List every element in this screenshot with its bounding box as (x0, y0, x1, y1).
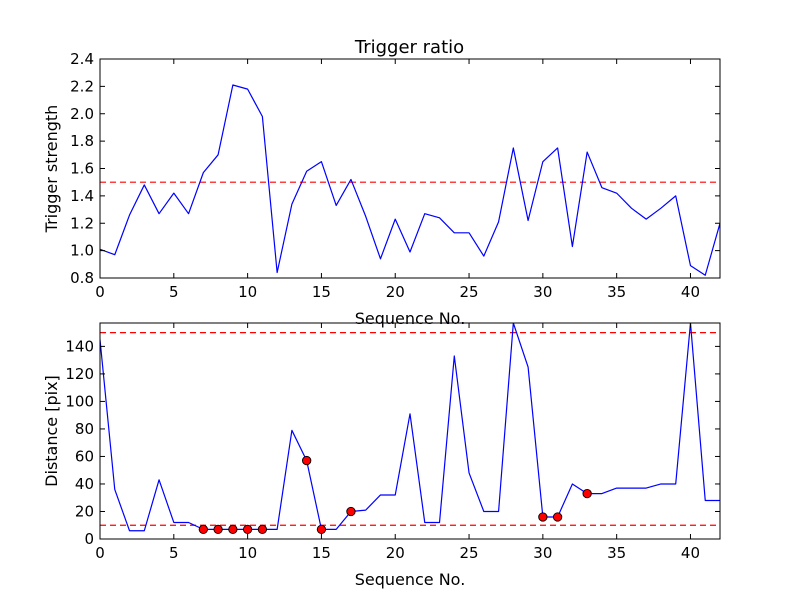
distance-y-tick-label: 80 (75, 420, 94, 438)
distance-x-tick-label: 30 (533, 544, 552, 562)
trigger-y-tick-label: 2.4 (70, 50, 94, 68)
trigger-x-tick-label: 0 (95, 283, 105, 301)
distance-x-tick-label: 40 (681, 544, 700, 562)
distance-marker-point (302, 455, 312, 466)
distance-marker-point (316, 524, 327, 535)
trigger-y-tick-label: 0.8 (70, 269, 94, 287)
distance-x-tick-label: 5 (169, 544, 179, 562)
trigger-x-tick-label: 35 (607, 283, 626, 301)
distance-marker-point (257, 524, 268, 535)
trigger-y-tick-label: 1.4 (70, 187, 94, 205)
trigger-y-tick-label: 1.6 (70, 160, 94, 178)
distance-y-tick-label: 120 (65, 365, 94, 383)
trigger-x-tick-label: 40 (681, 283, 700, 301)
chart-title: Trigger ratio (354, 37, 464, 58)
trigger-x-axis-label: Sequence No. (355, 309, 466, 328)
distance-marker-point (228, 524, 238, 535)
trigger-x-tick-label: 20 (386, 283, 405, 301)
trigger-x-tick-label: 5 (169, 283, 179, 301)
distance-marker-point (538, 512, 548, 522)
distance-y-tick-label: 60 (75, 447, 94, 465)
trigger-y-tick-label: 1.0 (70, 242, 94, 260)
trigger-x-tick-label: 15 (312, 283, 331, 301)
distance-marker-point (198, 524, 208, 535)
distance-y-tick-label: 20 (75, 502, 94, 520)
distance-x-tick-label: 10 (238, 544, 257, 562)
trigger-y-tick-label: 2.2 (70, 77, 94, 95)
distance-y-tick-label: 0 (84, 530, 94, 548)
distance-axes-frame (99, 322, 721, 540)
distance-marker-point (552, 512, 563, 522)
distance-x-tick-label: 35 (607, 544, 626, 562)
distance-y-axis-label: Distance [pix] (42, 375, 61, 487)
distance-marker-point (213, 524, 223, 535)
distance-y-tick-label: 140 (65, 337, 94, 355)
trigger-x-tick-label: 30 (533, 283, 552, 301)
trigger-series-line (100, 84, 720, 276)
distance-y-tick-label: 40 (75, 475, 94, 493)
distance-x-tick-label: 25 (460, 544, 479, 562)
distance-marker-point (346, 506, 356, 517)
distance-x-tick-label: 20 (386, 544, 405, 562)
distance-marker-point (242, 524, 253, 535)
trigger-y-tick-label: 1.8 (70, 132, 94, 150)
distance-x-tick-label: 0 (95, 544, 105, 562)
distance-marker-point (582, 488, 592, 499)
distance-panel: 0 5 10 15 20 25 30 35 40 0 20 40 60 80 100 120 140 Sequen… (42, 322, 721, 589)
distance-x-axis-label: Sequence No. (355, 570, 466, 589)
trigger-y-tick-label: 1.2 (70, 214, 94, 232)
distance-x-tick-label: 15 (312, 544, 331, 562)
trigger-x-tick-label: 25 (460, 283, 479, 301)
trigger-y-tick-label: 2.0 (70, 105, 94, 123)
trigger-y-axis-label: Trigger strength (42, 105, 61, 234)
trigger-x-tick-label: 10 (238, 283, 257, 301)
distance-y-tick-label: 100 (65, 392, 94, 410)
trigger-ratio-panel: 0 5 10 15 20 25 30 35 40 0.8 1.0 1.2 1.4 1.6 1.8 2.0 2.2… (42, 50, 721, 328)
